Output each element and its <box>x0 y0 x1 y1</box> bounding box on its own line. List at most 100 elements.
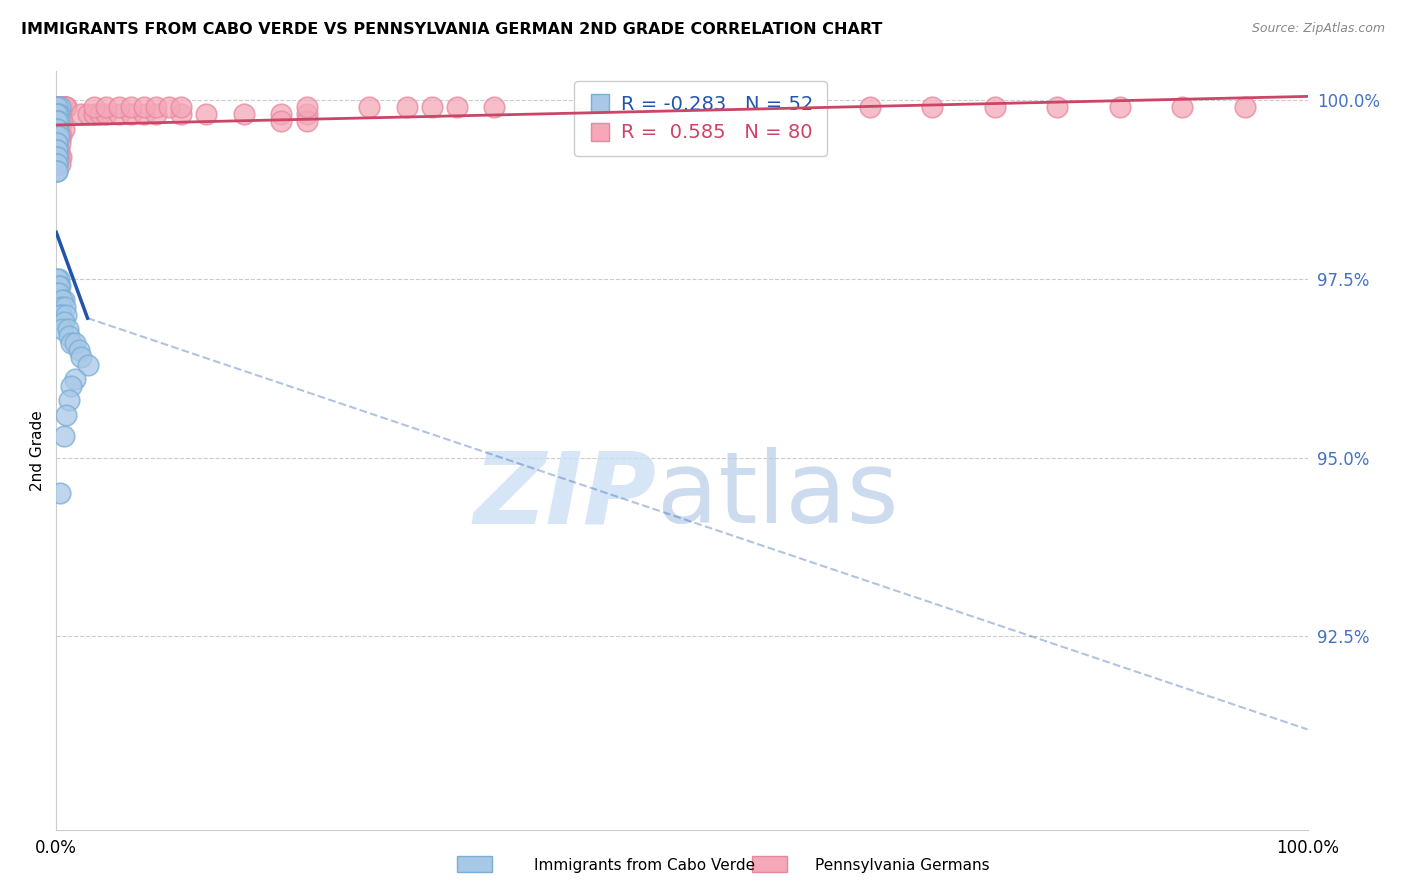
Point <box>108 107 131 121</box>
Point <box>51 107 73 121</box>
Point <box>233 107 256 121</box>
Point <box>46 114 69 128</box>
Point <box>46 150 69 164</box>
Point <box>157 100 180 114</box>
Point <box>96 100 118 114</box>
Point <box>51 100 73 114</box>
Point <box>49 107 72 121</box>
Point <box>60 336 83 351</box>
Point <box>46 157 69 171</box>
Point <box>270 107 292 121</box>
Point <box>46 286 69 301</box>
Point <box>295 107 318 121</box>
Point <box>46 121 69 136</box>
Point <box>108 100 131 114</box>
Point <box>48 272 70 286</box>
Point <box>49 100 72 114</box>
Point <box>49 308 72 322</box>
Point <box>46 100 69 114</box>
Point <box>170 100 193 114</box>
Point <box>484 100 506 114</box>
Point <box>48 100 70 114</box>
Point <box>46 128 69 143</box>
Point <box>46 136 69 150</box>
Point <box>55 408 77 422</box>
Point <box>48 107 70 121</box>
Point <box>195 107 218 121</box>
Point <box>48 114 70 128</box>
Text: Source: ZipAtlas.com: Source: ZipAtlas.com <box>1251 22 1385 36</box>
Point <box>51 100 73 114</box>
Point <box>49 157 72 171</box>
Point <box>55 100 77 114</box>
Point <box>671 100 693 114</box>
Point <box>53 301 76 315</box>
Point <box>52 100 75 114</box>
Point <box>53 100 76 114</box>
Point <box>270 114 292 128</box>
Point <box>52 429 75 443</box>
Point <box>446 100 468 114</box>
Point <box>48 100 70 114</box>
Point <box>395 100 418 114</box>
Point <box>170 107 193 121</box>
Point <box>52 100 75 114</box>
Point <box>734 100 756 114</box>
Point <box>58 329 80 343</box>
Point <box>46 107 69 121</box>
Point <box>46 107 69 121</box>
Point <box>46 143 69 157</box>
Point <box>46 164 69 178</box>
Point <box>89 107 111 121</box>
Text: IMMIGRANTS FROM CABO VERDE VS PENNSYLVANIA GERMAN 2ND GRADE CORRELATION CHART: IMMIGRANTS FROM CABO VERDE VS PENNSYLVAN… <box>21 22 883 37</box>
Point <box>48 150 70 164</box>
Point <box>145 100 167 114</box>
Point <box>48 114 70 128</box>
Point <box>46 114 69 128</box>
Text: Pennsylvania Germans: Pennsylvania Germans <box>815 858 990 872</box>
Point <box>120 107 142 121</box>
Point <box>56 322 79 336</box>
Point <box>52 121 75 136</box>
Point <box>55 100 77 114</box>
Point <box>48 286 70 301</box>
Point <box>796 100 818 114</box>
Point <box>46 157 69 171</box>
Point <box>76 107 98 121</box>
Point <box>51 100 73 114</box>
Point <box>46 107 69 121</box>
Point <box>49 121 72 136</box>
Point <box>48 107 70 121</box>
Point <box>46 121 69 136</box>
Point <box>145 107 167 121</box>
Point <box>46 157 69 171</box>
Point <box>1046 100 1069 114</box>
Point <box>132 107 155 121</box>
Point <box>48 143 70 157</box>
Point <box>49 100 72 114</box>
Point <box>48 128 70 143</box>
Point <box>46 100 69 114</box>
Point <box>49 114 72 128</box>
Point <box>48 107 70 121</box>
Point <box>858 100 880 114</box>
Point <box>67 343 90 358</box>
Point <box>51 150 73 164</box>
Point <box>46 114 69 128</box>
Point <box>46 128 69 143</box>
Point <box>48 121 70 136</box>
Point <box>51 301 73 315</box>
Point <box>132 100 155 114</box>
Point <box>46 143 69 157</box>
Point <box>1171 100 1194 114</box>
Point <box>76 358 98 372</box>
Point <box>51 128 73 143</box>
Point <box>48 100 70 114</box>
Point <box>120 100 142 114</box>
Point <box>53 100 76 114</box>
Point <box>51 322 73 336</box>
Point <box>295 114 318 128</box>
Point <box>52 315 75 329</box>
Point <box>58 393 80 408</box>
Point <box>46 164 69 178</box>
